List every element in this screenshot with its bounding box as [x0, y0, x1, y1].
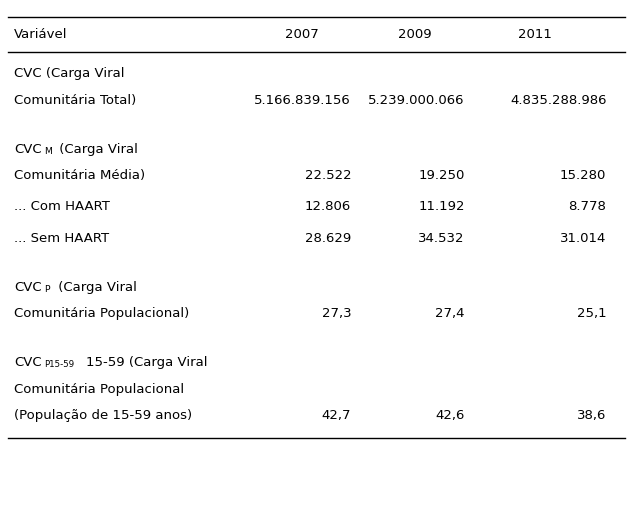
Text: 8.778: 8.778	[568, 201, 606, 213]
Text: M: M	[44, 147, 52, 156]
Text: Variável: Variável	[14, 28, 68, 41]
Text: 27,4: 27,4	[435, 307, 465, 320]
Text: P: P	[44, 285, 50, 294]
Text: CVC: CVC	[14, 356, 42, 369]
Text: 25,1: 25,1	[577, 307, 606, 320]
Text: (Carga Viral: (Carga Viral	[54, 281, 137, 294]
Text: 15.280: 15.280	[560, 169, 606, 182]
Text: 5.166.839.156: 5.166.839.156	[254, 94, 351, 106]
Text: 2011: 2011	[518, 28, 552, 41]
Text: Comunitária Populacional): Comunitária Populacional)	[14, 307, 189, 320]
Text: Comunitária Total): Comunitária Total)	[14, 94, 136, 106]
Text: 31.014: 31.014	[560, 232, 606, 245]
Text: 19.250: 19.250	[418, 169, 465, 182]
Text: 42,7: 42,7	[322, 409, 351, 422]
Text: 22.522: 22.522	[304, 169, 351, 182]
Text: 34.532: 34.532	[418, 232, 465, 245]
Text: 2007: 2007	[285, 28, 319, 41]
Text: ... Com HAART: ... Com HAART	[14, 201, 110, 213]
Text: CVC: CVC	[14, 143, 42, 156]
Text: 11.192: 11.192	[418, 201, 465, 213]
Text: 4.835.288.986: 4.835.288.986	[510, 94, 606, 106]
Text: 27,3: 27,3	[322, 307, 351, 320]
Text: (População de 15-59 anos): (População de 15-59 anos)	[14, 409, 192, 422]
Text: (Carga Viral: (Carga Viral	[55, 143, 138, 156]
Text: 15-59 (Carga Viral: 15-59 (Carga Viral	[87, 356, 208, 369]
Text: 5.239.000.066: 5.239.000.066	[368, 94, 465, 106]
Text: 12.806: 12.806	[305, 201, 351, 213]
Text: ... Sem HAART: ... Sem HAART	[14, 232, 109, 245]
Text: P15-59: P15-59	[44, 360, 74, 370]
Text: CVC (Carga Viral: CVC (Carga Viral	[14, 67, 125, 80]
Text: 38,6: 38,6	[577, 409, 606, 422]
Text: 42,6: 42,6	[436, 409, 465, 422]
Text: Comunitária Populacional: Comunitária Populacional	[14, 383, 184, 395]
Text: 28.629: 28.629	[305, 232, 351, 245]
Text: Comunitária Média): Comunitária Média)	[14, 169, 145, 182]
Text: CVC: CVC	[14, 281, 42, 294]
Text: 2009: 2009	[398, 28, 432, 41]
